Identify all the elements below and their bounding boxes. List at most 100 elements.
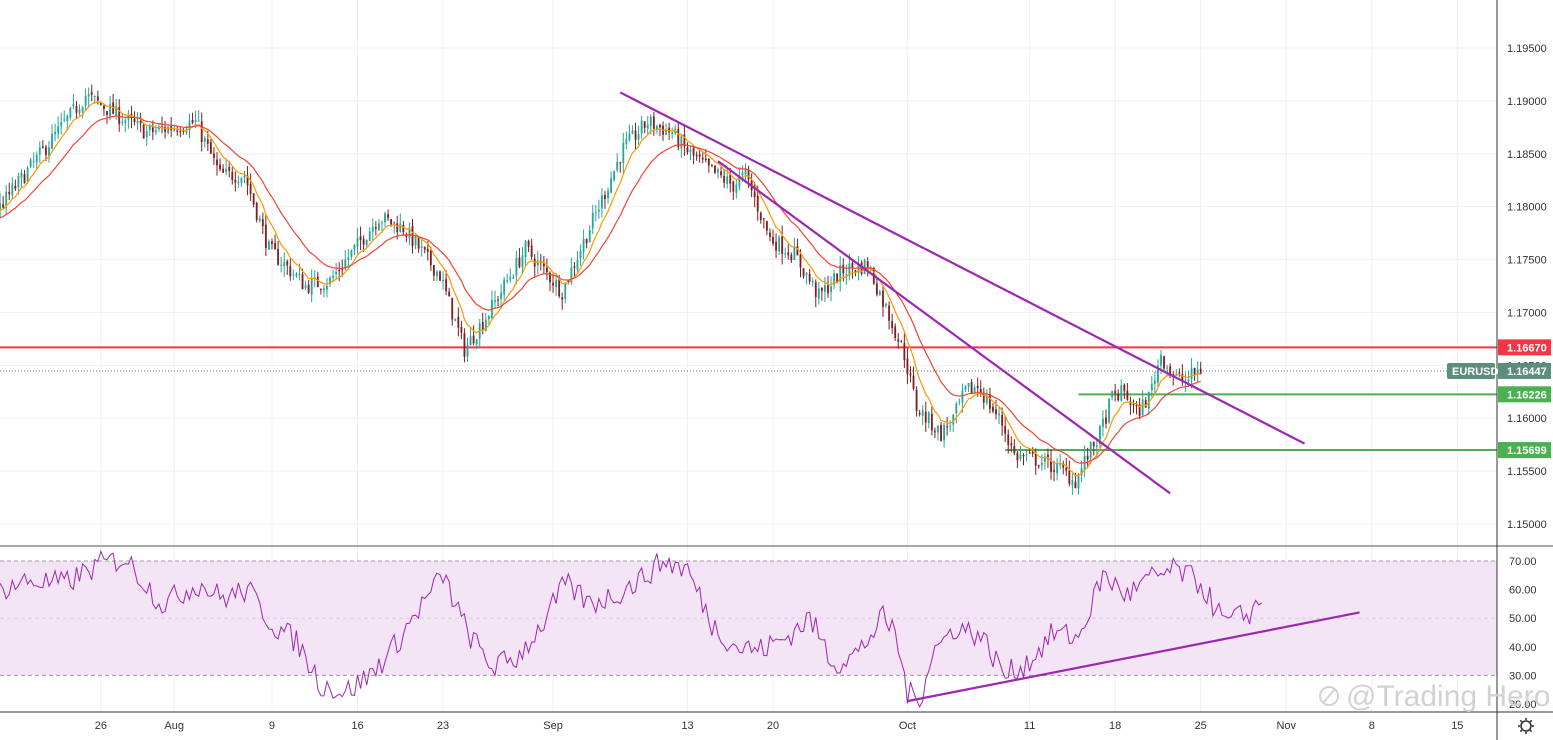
candle[interactable] bbox=[1034, 452, 1037, 466]
candle[interactable] bbox=[368, 231, 371, 241]
candle[interactable] bbox=[787, 252, 790, 256]
candle[interactable] bbox=[732, 181, 735, 192]
candle[interactable] bbox=[973, 387, 976, 394]
candle[interactable] bbox=[182, 130, 185, 132]
candle[interactable] bbox=[558, 279, 561, 297]
candle[interactable] bbox=[985, 395, 988, 404]
price-trendlines[interactable] bbox=[619, 91, 1306, 495]
candle[interactable] bbox=[646, 124, 649, 129]
candle[interactable] bbox=[2, 204, 5, 208]
candle[interactable] bbox=[1074, 481, 1077, 489]
candle[interactable] bbox=[78, 109, 81, 114]
trendline[interactable] bbox=[619, 91, 1306, 445]
candle[interactable] bbox=[842, 264, 845, 273]
candle[interactable] bbox=[820, 288, 823, 292]
candle[interactable] bbox=[54, 132, 56, 135]
candle[interactable] bbox=[423, 246, 426, 250]
candle[interactable] bbox=[830, 286, 832, 293]
candle[interactable] bbox=[475, 339, 478, 345]
candle[interactable] bbox=[597, 209, 600, 212]
candle[interactable] bbox=[225, 168, 228, 173]
candle[interactable] bbox=[38, 147, 41, 155]
candle[interactable] bbox=[164, 126, 166, 132]
candle[interactable] bbox=[744, 168, 747, 175]
candle[interactable] bbox=[1062, 463, 1065, 468]
candle[interactable] bbox=[759, 212, 762, 221]
candle[interactable] bbox=[967, 382, 970, 387]
candle[interactable] bbox=[1169, 366, 1172, 375]
candle[interactable] bbox=[1126, 390, 1129, 400]
candle[interactable] bbox=[729, 174, 732, 184]
candle[interactable] bbox=[882, 290, 884, 307]
candle[interactable] bbox=[836, 273, 839, 284]
candle[interactable] bbox=[216, 159, 218, 166]
candle[interactable] bbox=[249, 183, 252, 195]
candle[interactable] bbox=[1153, 380, 1156, 384]
candle[interactable] bbox=[509, 277, 512, 280]
candle[interactable] bbox=[710, 164, 713, 166]
candle[interactable] bbox=[347, 257, 350, 260]
candle[interactable] bbox=[292, 274, 295, 276]
candle[interactable] bbox=[949, 425, 952, 427]
candle[interactable] bbox=[115, 105, 118, 116]
candle[interactable] bbox=[1117, 393, 1120, 401]
candle[interactable] bbox=[188, 121, 191, 131]
candle[interactable] bbox=[35, 154, 38, 163]
candle[interactable] bbox=[912, 375, 915, 389]
candle[interactable] bbox=[72, 104, 75, 107]
candle[interactable] bbox=[197, 120, 200, 122]
candle[interactable] bbox=[1089, 441, 1092, 458]
candle[interactable] bbox=[930, 413, 933, 431]
candle[interactable] bbox=[1080, 468, 1083, 476]
candle[interactable] bbox=[1163, 356, 1165, 369]
candle[interactable] bbox=[680, 136, 683, 149]
candle[interactable] bbox=[909, 373, 912, 376]
candle[interactable] bbox=[329, 277, 331, 285]
candle[interactable] bbox=[1086, 455, 1089, 460]
candle[interactable] bbox=[720, 171, 722, 176]
candle[interactable] bbox=[747, 169, 750, 180]
candle[interactable] bbox=[790, 254, 793, 261]
candle[interactable] bbox=[209, 141, 212, 154]
candle[interactable] bbox=[637, 134, 640, 140]
candle[interactable] bbox=[1120, 385, 1123, 401]
rsi-line[interactable] bbox=[0, 549, 1263, 709]
candle[interactable] bbox=[1007, 434, 1010, 445]
candle[interactable] bbox=[264, 224, 267, 248]
candle[interactable] bbox=[228, 166, 231, 171]
candle[interactable] bbox=[714, 165, 716, 173]
candle[interactable] bbox=[151, 126, 154, 132]
trendline[interactable] bbox=[717, 160, 1171, 495]
candle[interactable] bbox=[1019, 454, 1022, 459]
candle[interactable] bbox=[463, 333, 466, 357]
candle[interactable] bbox=[628, 133, 631, 141]
candle[interactable] bbox=[805, 273, 808, 275]
candle[interactable] bbox=[90, 92, 93, 95]
candle[interactable] bbox=[530, 245, 533, 257]
candle[interactable] bbox=[326, 285, 328, 290]
candle[interactable] bbox=[75, 105, 78, 113]
candle[interactable] bbox=[93, 96, 96, 98]
candle[interactable] bbox=[594, 212, 597, 214]
candle[interactable] bbox=[665, 129, 667, 135]
candle[interactable] bbox=[60, 121, 63, 127]
candle[interactable] bbox=[338, 269, 341, 272]
candle[interactable] bbox=[185, 130, 188, 133]
candle[interactable] bbox=[1050, 460, 1052, 473]
candle[interactable] bbox=[1199, 368, 1202, 375]
candle[interactable] bbox=[814, 282, 817, 297]
candle[interactable] bbox=[451, 298, 454, 320]
candle[interactable] bbox=[350, 249, 353, 257]
candle[interactable] bbox=[286, 261, 289, 266]
candle[interactable] bbox=[472, 335, 475, 344]
candle[interactable] bbox=[454, 318, 457, 321]
candle[interactable] bbox=[686, 147, 689, 153]
candle[interactable] bbox=[1190, 368, 1193, 380]
candle[interactable] bbox=[176, 130, 179, 132]
candle[interactable] bbox=[1144, 400, 1147, 408]
candle[interactable] bbox=[1175, 373, 1178, 376]
candle[interactable] bbox=[698, 154, 701, 157]
candle[interactable] bbox=[879, 291, 881, 295]
candle[interactable] bbox=[998, 413, 1000, 416]
candle[interactable] bbox=[579, 251, 582, 259]
